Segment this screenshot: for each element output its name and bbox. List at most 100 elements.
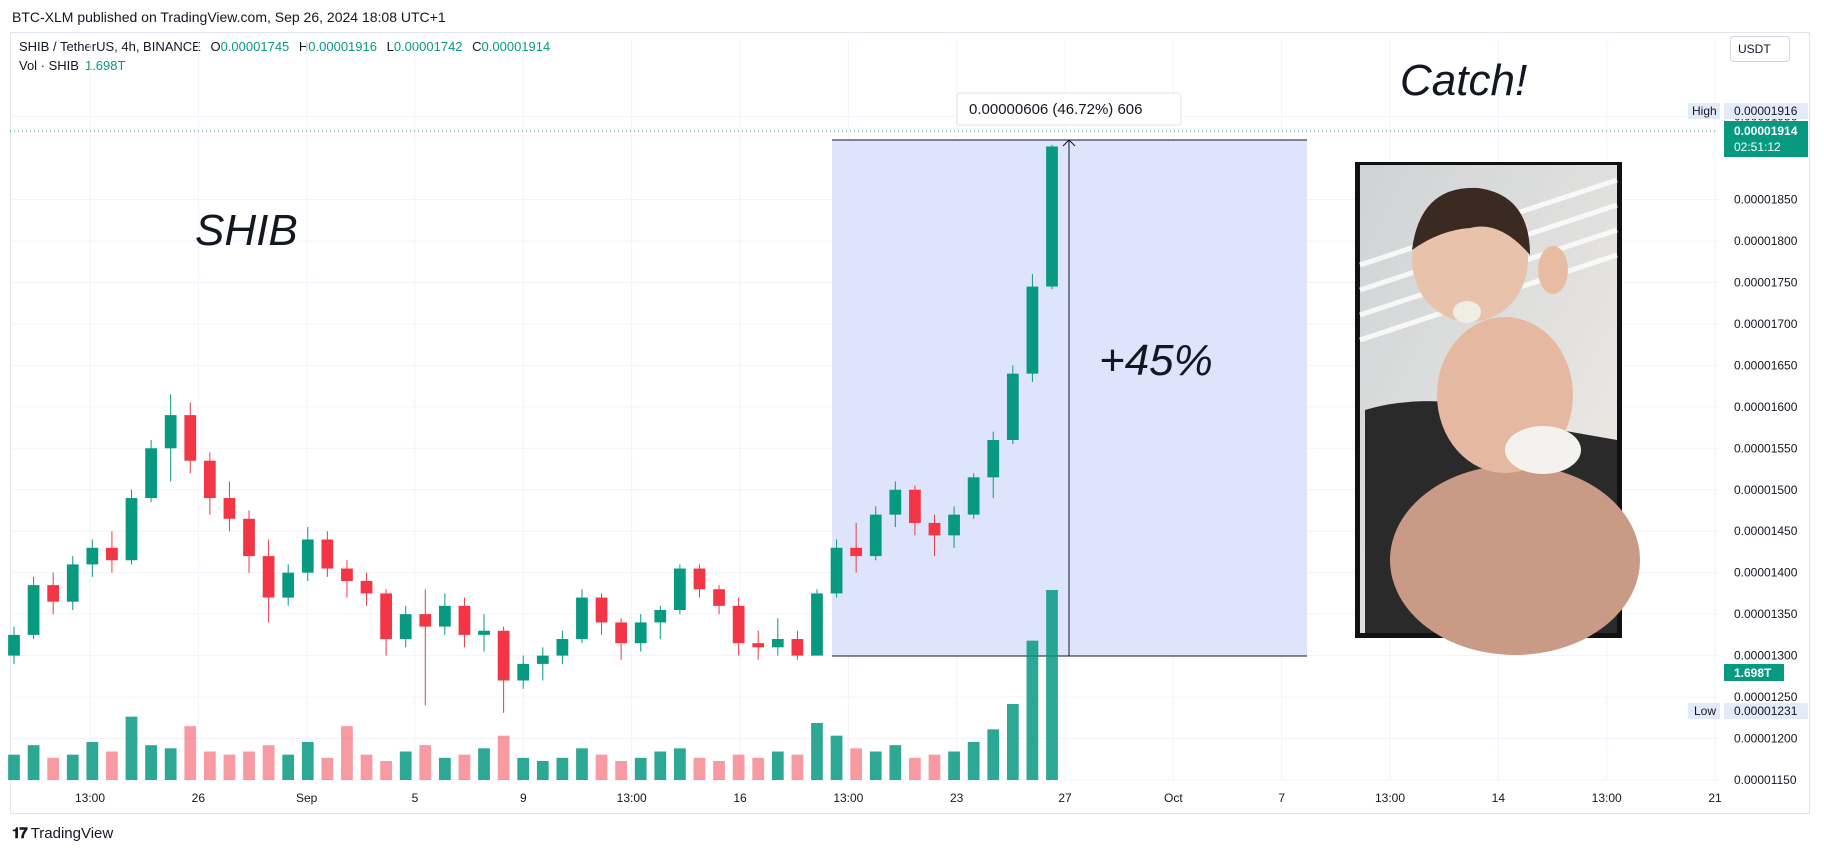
volume-bar [125, 716, 138, 780]
candle-body [1026, 286, 1039, 374]
volume-bar [164, 748, 177, 780]
volume-bar [791, 754, 804, 780]
candle-body [928, 522, 941, 536]
range-arrow-icon [1062, 139, 1076, 147]
candle-body [791, 639, 804, 656]
candle-body [752, 643, 765, 648]
time-tick: 13:00 [617, 791, 647, 805]
price-tick: 0.00001850 [1734, 193, 1798, 207]
low-label: Low [1694, 704, 1716, 718]
volume-bar [1026, 640, 1039, 780]
candle-body [576, 597, 588, 640]
volume-badge-value: 1.698T [1734, 666, 1772, 680]
candle-body [66, 564, 79, 602]
volume-bar [380, 761, 392, 780]
ohlc-legend: SHIB / TetherUS, 4h, BINANCE O0.00001745… [19, 39, 550, 54]
volume-bar [595, 754, 608, 780]
candle-body [811, 593, 823, 656]
candle-body [771, 639, 784, 648]
open-value: 0.00001745 [220, 39, 290, 54]
candle-body [184, 415, 197, 461]
shib-annotation[interactable]: SHIB [195, 206, 298, 255]
candle-body [458, 605, 471, 635]
tradingview-logo-icon[interactable]: 𝟏𝟕 [12, 825, 28, 842]
candle-body [615, 622, 628, 644]
low-marker: Low 0.00001231 [1688, 703, 1808, 719]
candle-body [86, 547, 99, 565]
candle-body [830, 547, 843, 594]
price-tick: 0.00001250 [1734, 690, 1798, 704]
candle-body [419, 614, 432, 627]
volume-bar [830, 735, 843, 780]
candle-body [1046, 146, 1058, 287]
volume-bar [66, 754, 79, 780]
open-label: O [210, 39, 221, 54]
volume-bar [811, 723, 823, 780]
volume-bar [47, 757, 60, 780]
time-tick: 9 [520, 791, 527, 805]
volume-bar [145, 745, 157, 780]
measure-label: 0.00000606 (46.72%) 606 [969, 101, 1142, 118]
footer: 𝟏𝟕 TradingView [12, 825, 113, 842]
price-axis[interactable]: 0.000019500.000018500.000018000.00001750… [1734, 110, 1798, 787]
candle-body [732, 605, 745, 644]
volume-bar [928, 754, 941, 780]
time-tick: 7 [1278, 791, 1285, 805]
time-tick: Sep [296, 791, 318, 805]
volume-bar [262, 745, 275, 780]
volume-bar [438, 757, 451, 780]
volume-bar [732, 754, 745, 780]
candle-body [47, 585, 60, 602]
volume-bar [1006, 704, 1019, 780]
last-price: 0.00001914 [1734, 124, 1798, 138]
volume-badge: 1.698T [1724, 664, 1784, 681]
volume-bar [360, 754, 373, 780]
meme-baby-photo[interactable] [1355, 162, 1640, 655]
candle-body [909, 489, 921, 523]
time-tick: 13:00 [75, 791, 105, 805]
candle-body [262, 556, 275, 598]
percent-annotation[interactable]: +45% [1099, 336, 1213, 385]
chart-frame [10, 32, 1810, 814]
volume-bar [8, 754, 20, 780]
candle-body [106, 547, 118, 561]
candle-body [948, 514, 960, 536]
volume-bar [458, 754, 471, 780]
price-tick: 0.00001800 [1734, 234, 1798, 248]
time-axis[interactable]: 13:00 26 Sep 5 9 13:00 16 13:00 23 27 Oct 7 13:00 14 1… [75, 791, 1722, 805]
volume-bar [399, 751, 412, 780]
candle-body [595, 597, 608, 623]
candle-body [517, 663, 530, 681]
catch-annotation[interactable]: Catch! [1400, 56, 1527, 105]
currency-button[interactable]: USDT [1730, 36, 1790, 62]
time-tick: 23 [950, 791, 964, 805]
volume-bar [243, 751, 255, 780]
time-tick: 5 [412, 791, 419, 805]
candle-body [243, 518, 255, 557]
price-tick: 0.00001500 [1734, 483, 1798, 497]
symbol-info[interactable]: SHIB / TetherUS, 4h, BINANCE [19, 39, 201, 54]
volume-bar [674, 748, 686, 780]
price-tick: 0.00001200 [1734, 732, 1798, 746]
candle-body [380, 593, 392, 640]
volume-legend: Vol · SHIB 1.698T [19, 58, 125, 73]
candle-body [301, 539, 314, 573]
volume-label[interactable]: Vol · SHIB [19, 58, 79, 73]
volume-bar [850, 748, 863, 780]
volume-bar [1046, 590, 1058, 780]
volume-bar [321, 757, 334, 780]
candle-body [438, 605, 451, 627]
volume-bar [478, 748, 490, 780]
volume-bar [184, 726, 197, 780]
volume-bar [634, 757, 647, 780]
price-tick: 0.00001350 [1734, 607, 1798, 621]
volume-bars [8, 590, 1058, 780]
high-label: H [298, 39, 309, 54]
candle-body [8, 634, 20, 656]
candle-body [634, 622, 647, 644]
volume-bar [556, 757, 569, 780]
volume-bar [771, 751, 784, 780]
footer-brand[interactable]: TradingView [30, 825, 114, 842]
time-tick: 27 [1058, 791, 1072, 805]
